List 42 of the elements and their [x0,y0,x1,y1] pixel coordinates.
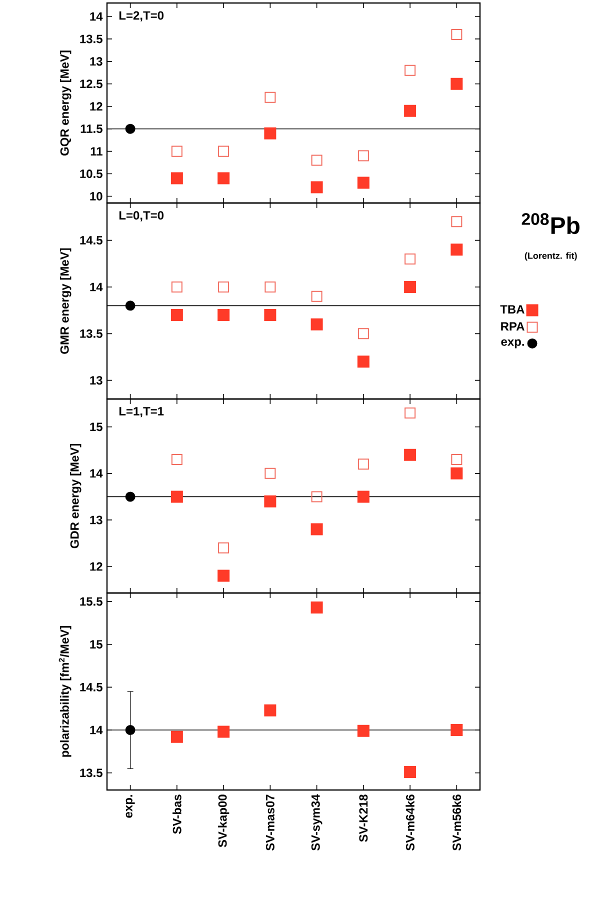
y-tick-label: 13 [90,516,102,524]
y-tick-label: 13.5 [80,34,102,44]
annotation: L=0,T=0 [119,211,164,222]
y-tick-label: 12 [90,562,102,571]
x-tick-label: SV-kap00 [218,794,230,848]
annotation: L=2,T=0 [119,11,164,22]
legend-label: TBA [500,305,524,314]
y-tick-label: 15 [90,640,102,649]
y-tick-label: 14 [90,469,103,478]
y-tick-label: 12.5 [80,80,102,88]
x-tick-label: SV-m56k6 [452,794,462,851]
y-tick-label: 10.5 [80,170,102,178]
y-tick-label: 14 [90,282,103,292]
y-tick-label: 15 [90,422,102,432]
y-tick-label: 10 [90,192,102,200]
y-tick-label: 15.5 [80,597,102,606]
y-tick-label: 14.5 [80,683,102,692]
y-axis-title: polarizability [fm$^{2}$/MeV] [58,626,72,757]
x-tick-label: SV-bas [172,794,182,834]
annotation: L=1,T=1 [119,407,164,418]
x-tick-label: SV-m64k6 [406,794,414,851]
y-tick-label: 11.5 [80,124,102,134]
x-tick-label: SV-K218 [359,794,368,842]
y-tick-label: 13.5 [80,768,102,778]
y-tick-label: 14 [90,12,103,21]
y-tick-label: 13 [90,57,102,66]
x-tick-label: SV-mas07 [266,794,274,851]
y-tick-label: 14 [90,726,103,734]
y-tick-label: 11 [90,147,102,156]
legend-label: RPA [501,322,524,331]
text: $^{208}$Pb [522,213,580,234]
y-tick-label: 13.5 [80,329,102,338]
y-tick-label: 14.5 [80,236,102,245]
y-axis-title: GDR energy [MeV] [70,444,82,548]
text: (Lorentz. fit) [524,252,577,261]
x-tick-label: SV-sym34 [311,794,322,851]
y-axis-title: GQR energy [MeV] [60,50,72,156]
y-axis-title: GMR energy [MeV] [60,248,72,354]
y-tick-label: 12 [90,102,102,111]
legend-label: exp. [501,339,524,348]
y-tick-label: 13 [90,376,102,385]
x-tick-label: exp. [126,795,135,818]
